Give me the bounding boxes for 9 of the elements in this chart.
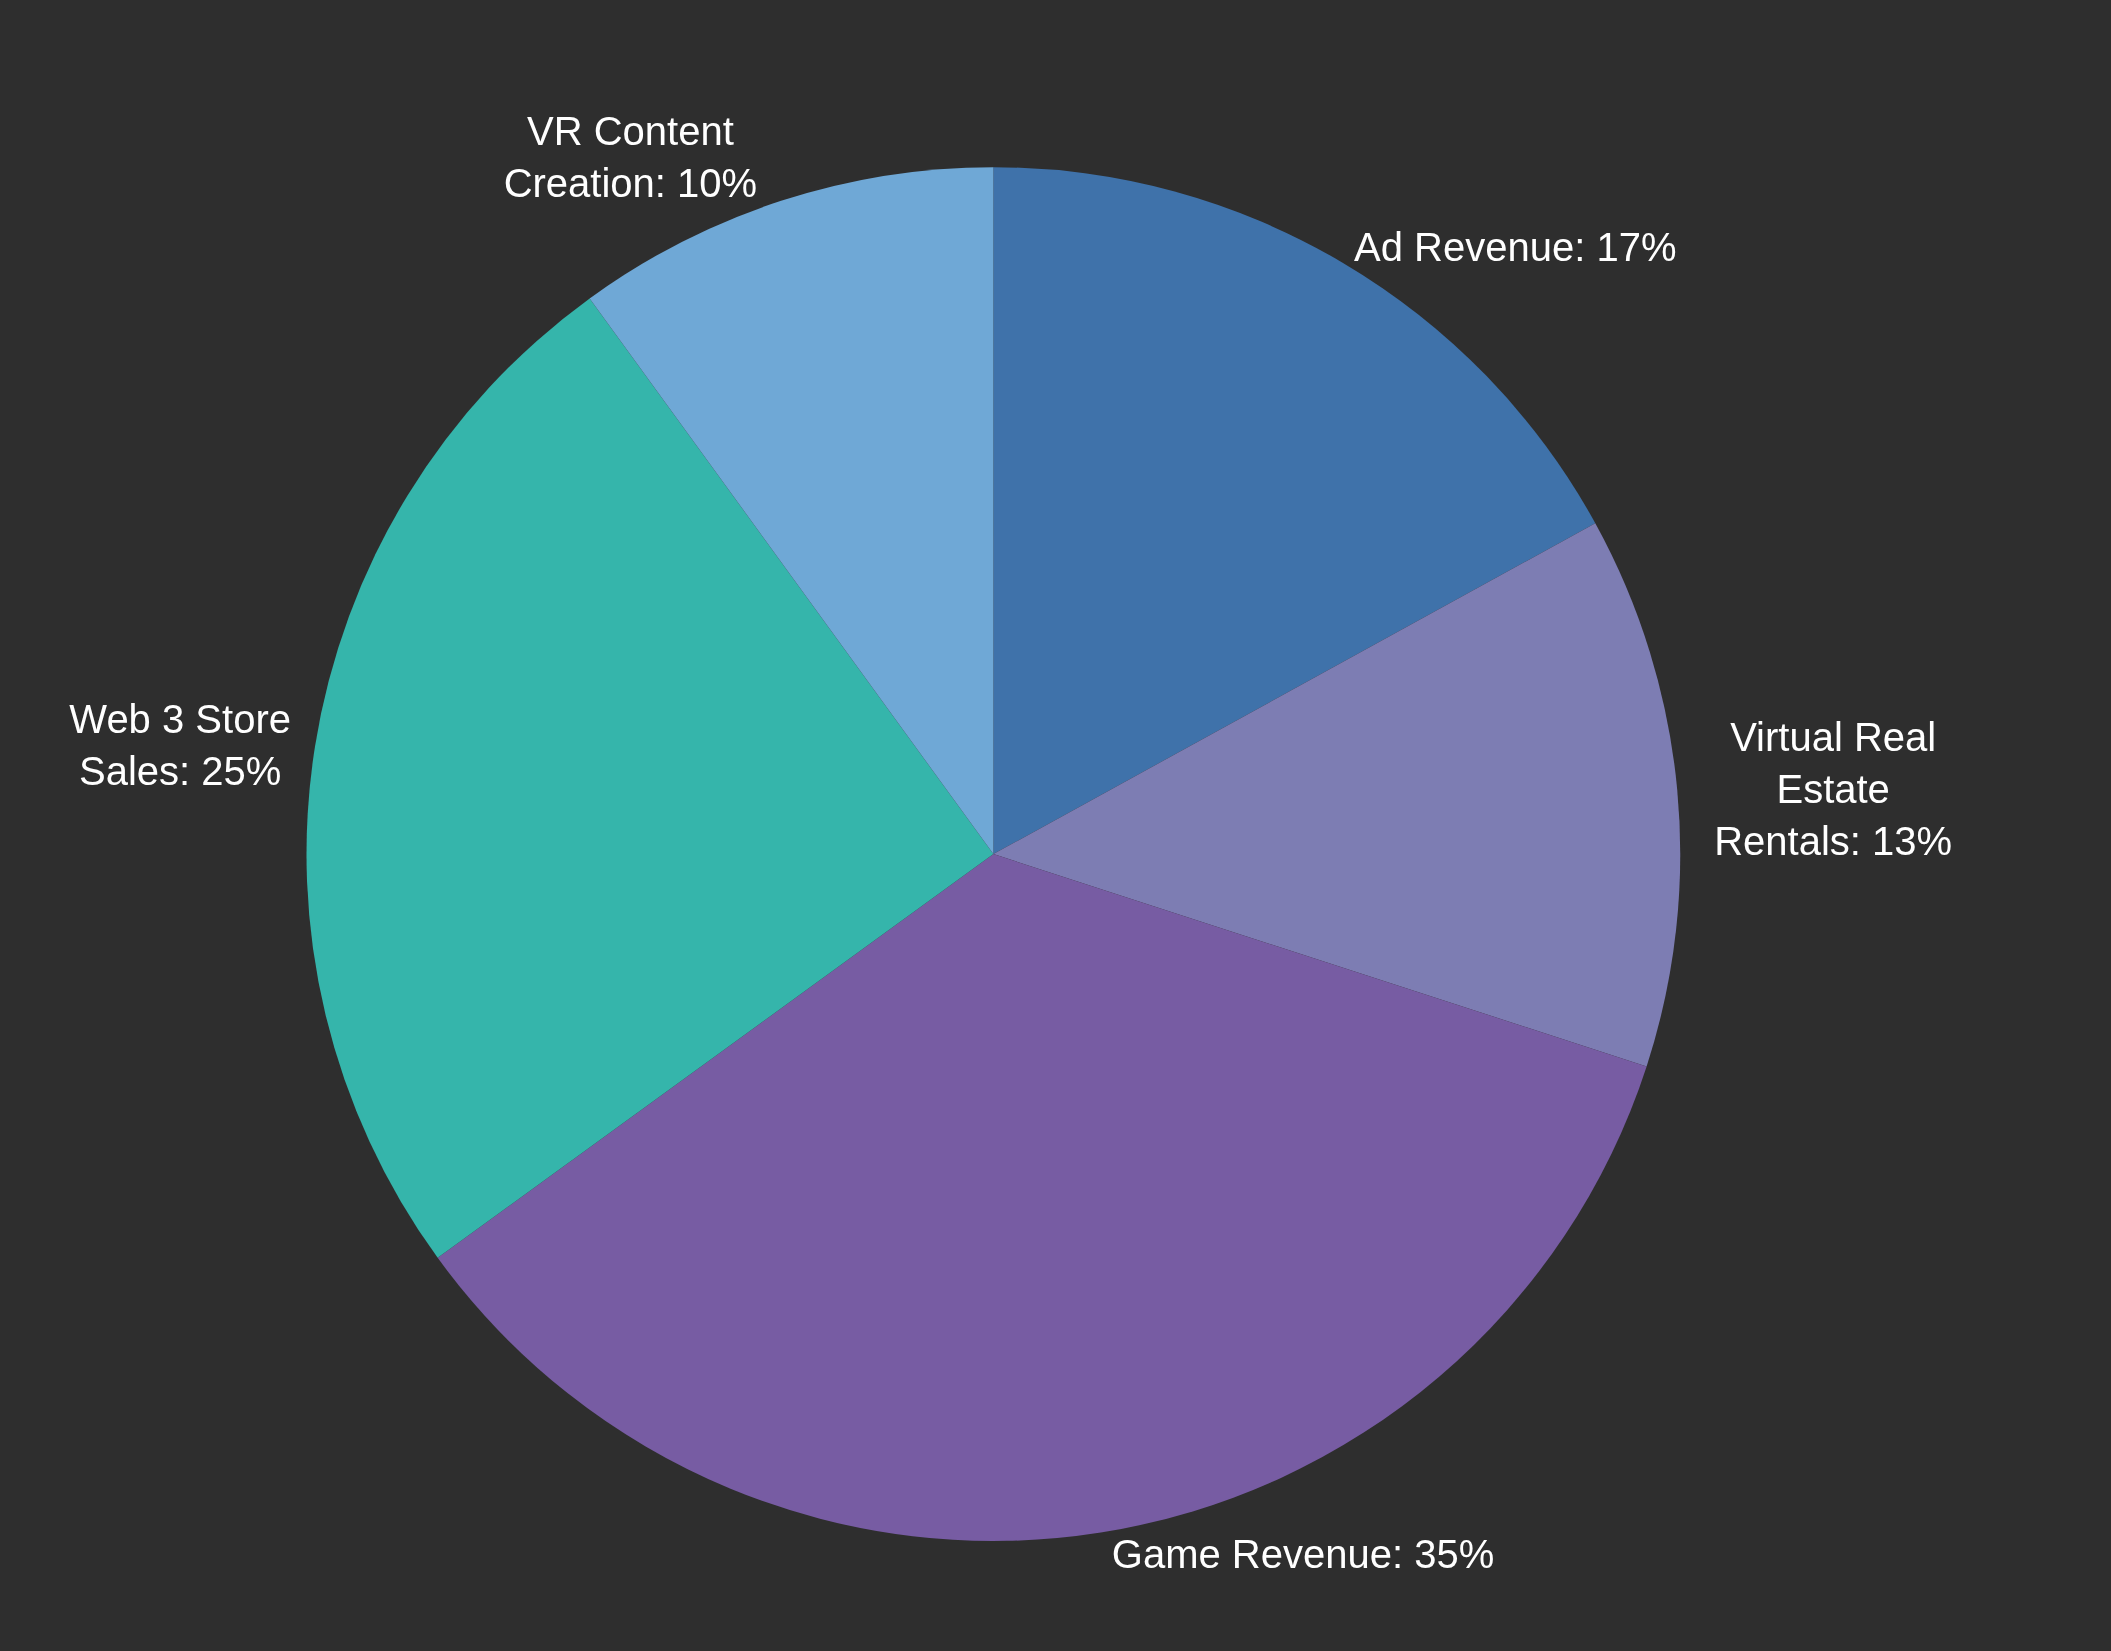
slice-label: Web 3 Store Sales: 25% <box>69 697 291 794</box>
pie-slice <box>437 854 1647 1541</box>
pie-slice <box>306 298 994 1258</box>
slice-label: Ad Revenue: 17% <box>1354 224 1677 269</box>
slice-label: Virtual Real Estate Rentals: 13% <box>1714 714 1953 863</box>
slice-label: VR Content Creation: 10% <box>503 109 758 206</box>
slice-label: Game Revenue: 35% <box>1111 1532 1495 1577</box>
pie-slice <box>993 523 1680 1067</box>
pie-slice <box>993 167 1596 855</box>
